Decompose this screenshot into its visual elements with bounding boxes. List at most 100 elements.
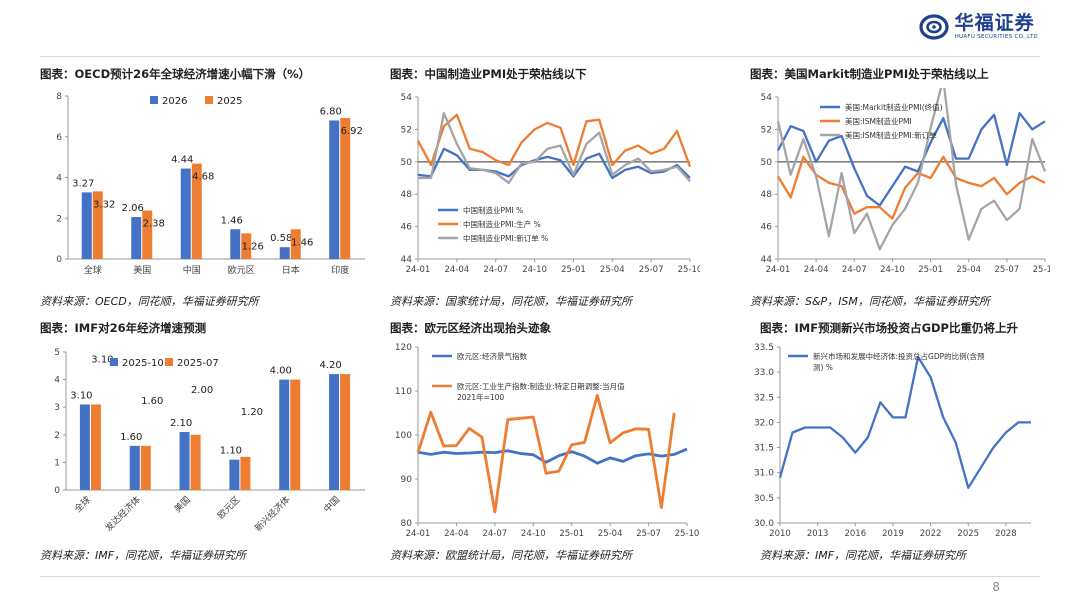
x-tick-label: 新兴经济体 [252,494,292,534]
data-label: 3.27 [72,178,94,189]
legend-label: 美国:ISM制造业PMI:新订单 [845,130,937,140]
x-tick-label: 24-10 [521,529,546,539]
chart-panel-oecd: 图表：OECD预计26年全球经济增速小幅下滑（%） 0 2 4 6 8 3.27 3.32 全… [40,66,370,312]
y-tick-label: 30.0 [754,519,774,529]
bar-2025 [191,163,202,259]
data-label: 6.80 [320,106,342,117]
data-label: 4.00 [270,366,292,377]
bar-2026 [180,168,191,259]
y-tick-label: 33.5 [754,343,774,353]
bar-2025-07 [90,404,101,490]
x-tick-label: 2022 [920,529,942,539]
chart-source: 资料来源：S&P，ISM，同花顺，华福证券研究所 [750,295,990,308]
x-tick-label: 全球 [84,264,102,276]
y-tick-label: 52 [401,125,412,135]
x-tick-label: 2013 [807,529,829,539]
bar-2025-10 [79,404,90,490]
y-tick-label: 30.5 [754,494,774,504]
x-tick-label: 全球 [72,494,93,515]
y-tick-label: 90 [401,475,413,485]
data-label: 2.06 [122,203,144,214]
series-line-中国制造业PMI:生产 % [416,113,692,168]
chart-title: 图表：IMF预测新兴市场投资占GDP比重仍将上升 [760,321,1018,335]
x-tick-label: 24-01 [406,529,431,539]
y-tick-label: 2 [54,431,60,441]
bar-2025-10 [329,374,340,490]
x-tick-label: 24-07 [483,265,508,275]
y-tick-label: 4 [56,174,62,184]
y-tick-label: 31.0 [754,469,774,479]
chart-imf-gdp-forecast: 0 1 2 3 4 5 3.10 3.10 全球 1.60 1.60 发达经济体 2.10 2.00 美国 1… [54,340,365,534]
legend-label: 美国:Markit制造业PMI(终值) [845,102,943,112]
data-label: 1.20 [241,407,263,418]
y-tick-label: 32.0 [754,418,774,428]
legend-label: 测) % [813,363,833,372]
bar-2025-10 [129,445,140,490]
chart-source: 资料来源：欧盟统计局，同花顺，华福证券研究所 [390,549,632,562]
y-tick-label: 44 [401,255,413,265]
x-tick-label: 欧元区 [228,264,255,276]
y-tick-label: 46 [761,223,773,233]
data-label: 4.00 [291,340,313,341]
chart-source: 资料来源：IMF，同花顺，华福证券研究所 [760,549,967,562]
y-tick-label: 100 [395,431,412,441]
x-tick-label: 25-04 [600,265,625,275]
chart-source: 资料来源：国家统计局，同花顺，华福证券研究所 [390,295,632,308]
bar-2025-07 [140,445,151,490]
legend-swatch-2025-10 [110,358,118,366]
chart-title: 图表：IMF对26年经济增速预测 [40,321,207,335]
x-tick-label: 发达经济体 [103,494,143,534]
data-label: 6.92 [341,126,363,137]
x-tick-label: 美国 [171,494,192,515]
bar-2025 [290,229,301,259]
chart-title: 图表：美国Markit制造业PMI处于荣枯线以上 [750,67,989,81]
legend-label: 中国制造业PMI:新订单 % [463,233,548,243]
legend-label: 欧元区:经济景气指数 [457,351,528,361]
x-tick-label: 24-04 [804,265,829,275]
x-tick-label: 24-04 [444,529,469,539]
legend-swatch-2026 [150,96,158,104]
y-tick-label: 80 [401,519,413,529]
y-tick-label: 0 [54,486,60,496]
x-tick-label: 中国 [183,264,201,276]
chart-oecd-gdp-forecast: 0 2 4 6 8 3.27 3.32 全球 2.06 2.38 美国 4.44 4.68 中国 1.46 1… [56,92,365,276]
legend-label: 2025-10 [122,358,164,369]
bar-2025-10 [229,459,240,490]
x-tick-label: 24-07 [483,529,508,539]
chart-title: 图表：OECD预计26年全球经济增速小幅下滑（%） [40,67,311,81]
brand-name-cn: 华福证券 [954,11,1035,34]
x-tick-label: 24-04 [445,265,470,275]
series-line-欧元区:经济景气指数 [417,447,688,465]
x-tick-label: 美国 [133,264,151,276]
y-tick-label: 2 [56,214,62,224]
x-tick-label: 25-01 [918,265,943,275]
bar-2026 [81,192,92,259]
data-label: 4.20 [319,360,341,371]
bar-2025 [142,210,153,259]
x-tick-label: 24-07 [842,265,867,275]
y-tick-label: 8 [56,92,62,102]
y-tick-label: 44 [761,255,773,265]
bar-2025-07 [290,379,301,490]
x-tick-label: 25-01 [559,529,584,539]
x-tick-label: 2016 [844,529,866,539]
bar-2025 [340,118,351,259]
chart-source: 资料来源：OECD，同花顺，华福证券研究所 [40,295,259,308]
data-label: 1.26 [242,241,264,252]
legend-swatch-2025 [205,96,213,104]
chart-panel-eurozone: 图表：欧元区经济出现抬头迹象 80 90 100 110 120 24-01 24-04 24… [390,320,700,570]
y-tick-label: 6 [56,133,62,143]
footer-divider [40,576,1040,577]
data-label: 3.10 [91,354,113,365]
series-line-新兴市场和发展中经济体:投资总占GDP的比例(含预测) % [778,355,1031,489]
y-tick-label: 32.5 [754,393,774,403]
chart-title: 图表：欧元区经济出现抬头迹象 [390,321,551,335]
x-tick-label: 2028 [995,529,1017,539]
bar-2025-07 [190,434,201,490]
x-tick-label: 欧元区 [215,494,243,522]
x-tick-label: 25-10 [678,265,700,275]
legend-label: 中国制造业PMI:生产 % [463,219,541,229]
chart-panel-us-pmi: 图表：美国Markit制造业PMI处于荣枯线以上 44 46 48 50 52 54 24-… [750,66,1050,312]
bar-2025-07 [240,456,251,490]
legend-label: 中国制造业PMI % [463,205,523,215]
